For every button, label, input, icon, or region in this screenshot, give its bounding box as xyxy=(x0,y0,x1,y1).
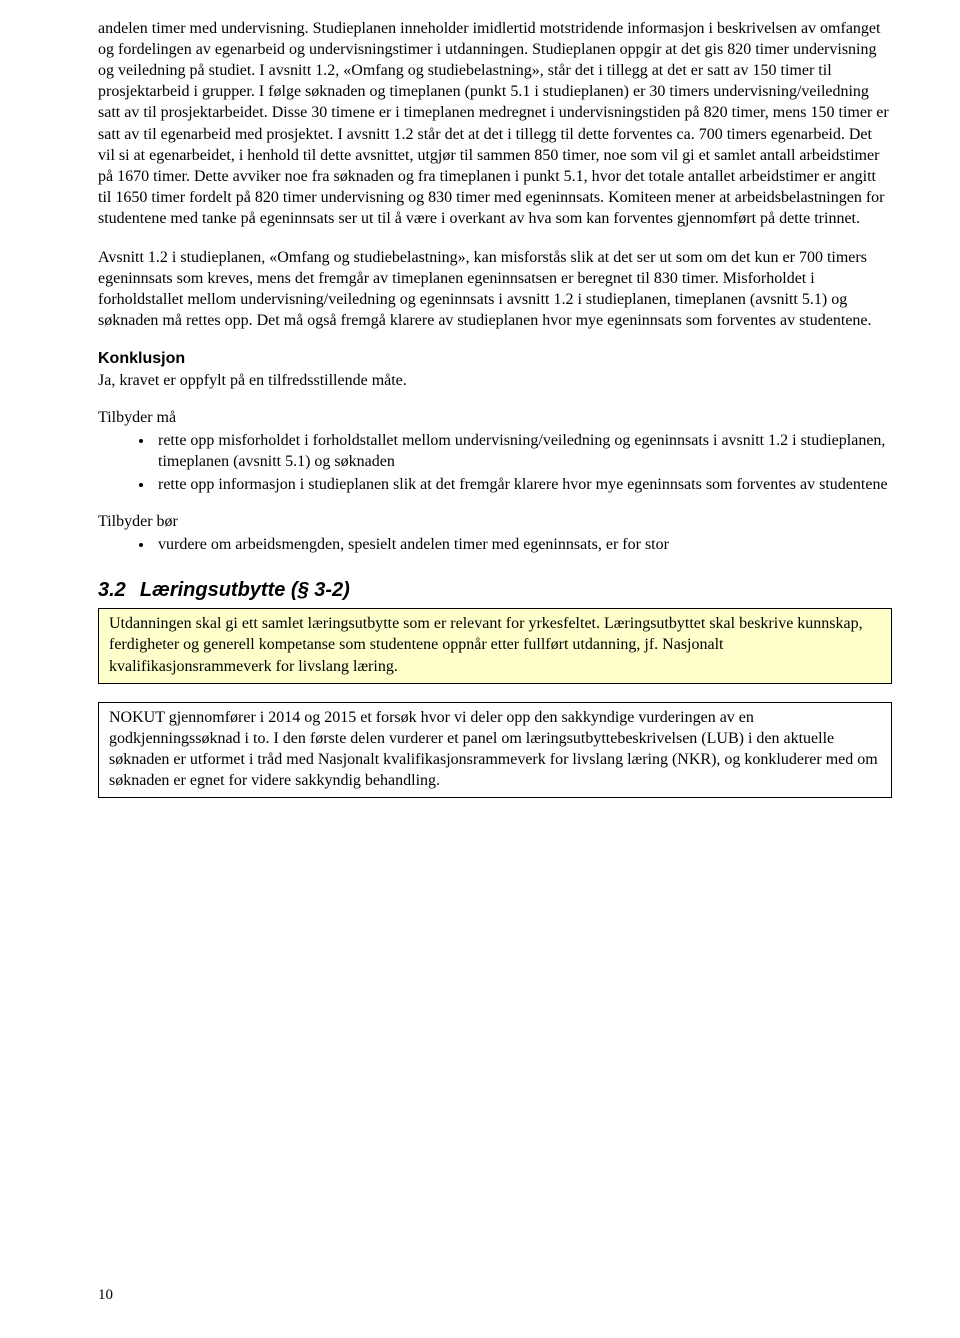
list-item: rette opp misforholdet i forholdstallet … xyxy=(154,430,892,472)
tilbyder-bor-lead: Tilbyder bør xyxy=(98,511,892,532)
tilbyder-bor-list: vurdere om arbeidsmengden, spesielt ande… xyxy=(98,534,892,555)
list-item: vurdere om arbeidsmengden, spesielt ande… xyxy=(154,534,892,555)
paragraph-1: andelen timer med undervisning. Studiepl… xyxy=(98,18,892,229)
tilbyder-ma-lead: Tilbyder må xyxy=(98,407,892,428)
tilbyder-ma-list: rette opp misforholdet i forholdstallet … xyxy=(98,430,892,495)
list-item: rette opp informasjon i studieplanen sli… xyxy=(154,474,892,495)
highlight-box-white: NOKUT gjennomfører i 2014 og 2015 et for… xyxy=(98,702,892,798)
section-3-2-heading: 3.2 Læringsutbytte (§ 3-2) xyxy=(98,579,892,602)
paragraph-2: Avsnitt 1.2 i studieplanen, «Omfang og s… xyxy=(98,247,892,331)
page-number: 10 xyxy=(98,1287,113,1304)
section-number: 3.2 xyxy=(98,579,126,601)
konklusjon-body: Ja, kravet er oppfylt på en tilfredsstil… xyxy=(98,370,892,391)
section-title: Læringsutbytte (§ 3-2) xyxy=(140,579,350,601)
page: andelen timer med undervisning. Studiepl… xyxy=(0,0,960,1338)
highlight-box-yellow: Utdanningen skal gi ett samlet læringsut… xyxy=(98,608,892,683)
konklusjon-heading: Konklusjon xyxy=(98,350,892,368)
